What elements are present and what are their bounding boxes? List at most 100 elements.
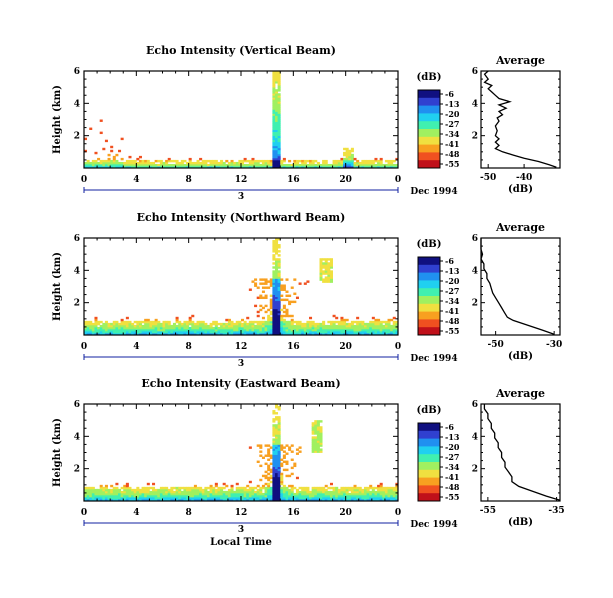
heatmap-cell: [322, 272, 326, 275]
heatmap-cell: [277, 492, 281, 496]
heatmap-cell: [272, 276, 276, 279]
heatmap-cell: [186, 486, 190, 490]
heatmap-cell: [272, 163, 276, 167]
heatmap-cell: [322, 328, 326, 332]
heatmap-cell: [259, 496, 263, 500]
heatmap-cell: [277, 302, 281, 306]
heatmap-cell: [316, 328, 320, 332]
heatmap-cell: [144, 322, 148, 326]
heatmap-cell: [261, 282, 265, 285]
heatmap-cell: [267, 472, 271, 476]
heatmap-cell: [175, 492, 179, 496]
heatmap-cell: [110, 159, 114, 163]
heatmap-cell: [356, 328, 360, 332]
heatmap-cell: [110, 322, 114, 326]
heatmap-cell: [369, 496, 373, 500]
heatmap-cell: [332, 490, 336, 494]
heatmap-cell: [149, 332, 153, 336]
heatmap-cell: [136, 157, 140, 161]
heatmap-cell: [280, 464, 284, 468]
heatmap-cell: [277, 454, 281, 457]
heatmap-cell: [314, 490, 318, 494]
heatmap-cell: [196, 324, 200, 328]
heatmap-cell: [259, 296, 263, 300]
heatmap-cell: [277, 428, 281, 431]
heatmap-cell: [227, 163, 231, 167]
heatmap-cell: [264, 496, 268, 500]
heatmap-cell: [241, 326, 245, 330]
heatmap-cell: [280, 444, 284, 447]
heatmap-cell: [238, 498, 242, 502]
heatmap-cell: [303, 494, 307, 498]
heatmap-cell: [261, 316, 265, 320]
heatmap-cell: [374, 159, 378, 163]
colorbar-segment: [418, 260, 440, 264]
heatmap-cell: [272, 468, 276, 472]
heatmap-cell: [269, 284, 273, 287]
heatmap-cell: [107, 488, 111, 492]
colorbar-tick-label: -41: [445, 139, 459, 149]
heatmap-cell: [269, 488, 273, 492]
heatmap-cell: [272, 139, 276, 143]
heatmap-cell: [343, 318, 347, 322]
heatmap-cell: [154, 324, 158, 328]
heatmap-cell: [280, 159, 284, 163]
heatmap-cell: [311, 488, 315, 492]
heatmap-cell: [152, 322, 156, 326]
heatmap-cell: [314, 332, 318, 336]
heatmap-cell: [178, 492, 182, 496]
heatmap-cell: [350, 153, 354, 157]
heatmap-cell: [314, 426, 318, 429]
heatmap-cell: [319, 442, 323, 445]
heatmap-cell: [361, 490, 365, 494]
heatmap-cell: [196, 330, 200, 334]
heatmap-cell: [392, 326, 396, 330]
heatmap-cell: [144, 494, 148, 498]
heatmap-cell: [275, 266, 279, 269]
heatmap-cell: [363, 324, 367, 328]
heatmap-cell: [175, 332, 179, 336]
heatmap-cell: [392, 165, 396, 169]
colorbar-segment: [418, 483, 440, 486]
heatmap-cell: [220, 494, 224, 498]
heatmap-cell: [340, 490, 344, 494]
date-day-label: 3: [238, 359, 244, 369]
heatmap-cell: [277, 165, 281, 169]
heatmap-cell: [390, 490, 394, 494]
heatmap-cell: [306, 326, 310, 330]
heatmap-cell: [275, 105, 279, 108]
heatmap-cell: [298, 498, 302, 502]
heatmap-cell: [214, 492, 218, 496]
heatmap-cell: [356, 498, 360, 502]
heatmap-cell: [272, 111, 276, 114]
heatmap-cell: [264, 320, 268, 324]
heatmap-cell: [99, 161, 103, 165]
heatmap-cell: [272, 81, 276, 84]
heatmap-cell: [275, 418, 279, 421]
heatmap-cell: [272, 290, 276, 293]
heatmap-cell: [350, 486, 354, 490]
heatmap-cell: [272, 442, 276, 445]
heatmap-cell: [377, 163, 381, 167]
heatmap-cell: [319, 432, 323, 435]
heatmap-cell: [275, 73, 279, 76]
heatmap-cell: [277, 448, 281, 451]
heatmap-cell: [233, 322, 237, 326]
heatmap-cell: [254, 494, 258, 498]
heatmap-cell: [180, 332, 184, 336]
heatmap-cell: [309, 330, 313, 334]
profile-y-tick-label: 6: [472, 67, 478, 77]
heatmap-cell: [285, 312, 289, 316]
heatmap-cell: [99, 498, 103, 502]
x-tick-label: 0: [395, 342, 401, 352]
heatmap-cell: [233, 326, 237, 330]
colorbar-segment: [418, 160, 440, 163]
heatmap-cell: [275, 270, 279, 273]
heatmap-cell: [272, 123, 276, 126]
heatmap-cell: [332, 494, 336, 498]
heatmap-cell: [193, 494, 197, 498]
heatmap-cell: [217, 330, 221, 334]
heatmap-cell: [390, 496, 394, 500]
heatmap-cell: [340, 157, 344, 161]
heatmap-cell: [120, 332, 124, 336]
